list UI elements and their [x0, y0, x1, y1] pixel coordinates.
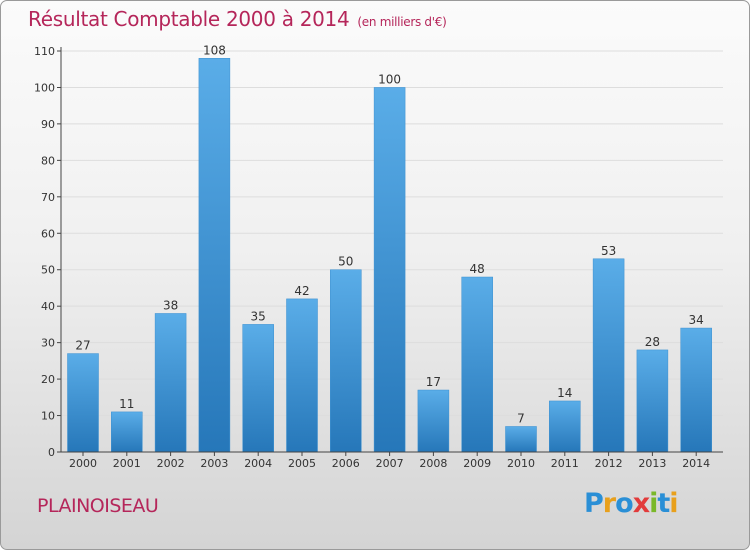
data-label: 100	[378, 72, 401, 86]
labels: 27 11 38 108 35 42 50 100 17 48 7 14 53 28 34	[75, 43, 703, 425]
y-tick-label: 60	[41, 227, 55, 240]
data-label: 17	[426, 375, 441, 389]
proxiti-logo: Proxiti	[584, 488, 679, 519]
bar-2008	[417, 389, 450, 453]
logo-letter: o	[615, 488, 634, 519]
x-tick-label: 2008	[419, 457, 447, 470]
chart-title-text: Résultat Comptable 2000 à 2014	[28, 7, 350, 31]
axes: 0 10 20 30 40 50 60 70 80 90 100 110 2000 2001 2002 200…	[34, 45, 723, 470]
x-tick-label: 2014	[682, 457, 710, 470]
x-tick-label: 2006	[332, 457, 360, 470]
data-label: 28	[645, 335, 660, 349]
data-label: 35	[251, 309, 266, 323]
y-tick-label: 20	[41, 373, 55, 386]
chart-unit: (en milliers d'€)	[357, 15, 447, 29]
y-tick-label: 80	[41, 154, 55, 167]
x-tick-label: 2005	[288, 457, 316, 470]
y-tick-label: 70	[41, 191, 55, 204]
bar-2006	[330, 269, 362, 453]
bar-2000	[67, 353, 99, 453]
bar-2011	[549, 400, 581, 453]
logo-letter: P	[584, 488, 604, 519]
data-label: 48	[470, 262, 485, 276]
y-tick-label: 110	[34, 45, 55, 58]
bar-2009	[461, 276, 493, 453]
x-tick-label: 2007	[376, 457, 404, 470]
x-tick-label: 2012	[595, 457, 623, 470]
x-tick-label: 2009	[463, 457, 491, 470]
bar-2012	[592, 258, 625, 453]
x-tick-label: 2003	[200, 457, 228, 470]
data-label: 38	[163, 298, 178, 312]
y-tick-label: 0	[48, 446, 55, 459]
data-label: 14	[557, 386, 572, 400]
bar-2001	[111, 411, 143, 453]
data-label: 50	[338, 255, 353, 269]
bar-2005	[286, 298, 318, 453]
logo-letter: t	[657, 488, 670, 519]
y-tick-label: 50	[41, 264, 55, 277]
x-tick-label: 2004	[244, 457, 272, 470]
y-tick-label: 90	[41, 118, 55, 131]
bar-2003	[198, 58, 231, 453]
x-tick-label: 2013	[638, 457, 666, 470]
logo-letter: i	[649, 488, 658, 519]
x-tick-label: 2000	[69, 457, 97, 470]
logo-letter: r	[602, 488, 616, 519]
chart-title: Résultat Comptable 2000 à 2014 (en millie…	[28, 7, 447, 31]
y-tick-label: 10	[41, 410, 55, 423]
bar-2010	[505, 426, 537, 453]
data-label: 34	[689, 313, 704, 327]
x-tick-label: 2011	[551, 457, 579, 470]
logo-letter: x	[632, 488, 650, 519]
bar-2013	[636, 349, 669, 453]
data-label: 27	[75, 339, 90, 353]
data-label: 42	[294, 284, 309, 298]
x-tick-label: 2002	[157, 457, 185, 470]
data-label: 11	[119, 397, 134, 411]
bar-2007	[373, 87, 406, 453]
data-label: 53	[601, 244, 616, 258]
data-label: 108	[203, 43, 226, 57]
data-label: 7	[517, 411, 525, 425]
y-tick-label: 100	[34, 81, 55, 94]
logo-letter: i	[669, 488, 678, 519]
x-tick-label: 2010	[507, 457, 535, 470]
bars	[67, 58, 712, 453]
y-tick-label: 30	[41, 337, 55, 350]
bar-2014	[680, 327, 712, 453]
y-tick-label: 40	[41, 300, 55, 313]
x-tick-label: 2001	[113, 457, 141, 470]
bar-2004	[242, 324, 274, 453]
commune-name: PLAINOISEAU	[37, 495, 159, 517]
bar-2002	[154, 313, 187, 453]
